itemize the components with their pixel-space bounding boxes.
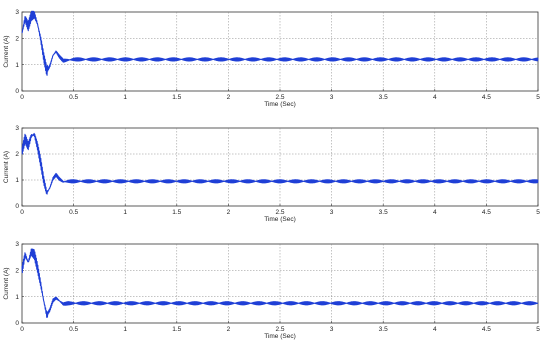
chart-panel-2: 0 0.5 1 1.5 2 2.5 3 3.5 4 4.5 5 0 1 2 3 Time (Sec) Curre… — [3, 125, 540, 223]
x-tick-label: 4 — [433, 326, 437, 333]
chart-panel-3: 0 0.5 1 1.5 2 2.5 3 3.5 4 4.5 5 0 1 2 3 Time (Sec) Curre… — [3, 241, 540, 340]
x-tick-label: 0.5 — [69, 209, 78, 216]
current-series-line — [21, 132, 539, 195]
x-tick-label: 1 — [123, 209, 127, 216]
x-tick-label: 0 — [20, 326, 24, 333]
x-tick-label: 4 — [433, 209, 437, 216]
y-tick-label: 2 — [15, 151, 19, 158]
x-axis-label: Time (Sec) — [264, 216, 296, 223]
y-tick-label: 2 — [15, 36, 19, 43]
x-tick-label: 3.5 — [379, 209, 388, 216]
y-tick-label: 0 — [15, 88, 19, 95]
x-tick-label: 2.5 — [275, 209, 284, 216]
y-tick-label: 3 — [15, 125, 19, 132]
x-axis-label: Time (Sec) — [264, 333, 296, 340]
chart-panel-1: 0 0.5 1 1.5 2 2.5 3 3.5 4 4.5 5 0 1 2 3 Time (Sec) Curre… — [3, 9, 540, 108]
x-tick-label: 4.5 — [482, 326, 491, 333]
y-axis-label: Current (A) — [3, 35, 10, 67]
y-axis-label: Current (A) — [3, 151, 10, 183]
y-tick-label: 0 — [15, 320, 19, 327]
y-tick-label: 3 — [15, 241, 19, 248]
x-tick-label: 2 — [227, 326, 231, 333]
y-tick-label: 0 — [15, 203, 19, 210]
x-tick-label: 5 — [536, 209, 540, 216]
x-tick-label: 3.5 — [379, 94, 388, 101]
y-tick-label: 1 — [15, 62, 19, 69]
current-series-line — [21, 248, 539, 318]
x-axis-label: Time (Sec) — [264, 101, 296, 108]
x-tick-label: 3.5 — [379, 326, 388, 333]
x-tick-label: 4 — [433, 94, 437, 101]
y-tick-label: 3 — [15, 9, 19, 16]
x-tick-label: 5 — [536, 94, 540, 101]
x-tick-label: 2.5 — [275, 94, 284, 101]
x-tick-label: 1 — [123, 94, 127, 101]
x-tick-label: 0 — [20, 209, 24, 216]
y-tick-label: 2 — [15, 268, 19, 275]
x-tick-label: 3 — [330, 209, 334, 216]
y-axis-label: Current (A) — [3, 267, 10, 299]
x-tick-label: 1.5 — [172, 326, 181, 333]
x-tick-label: 0 — [20, 94, 24, 101]
x-tick-label: 2 — [227, 94, 231, 101]
x-tick-label: 2 — [227, 209, 231, 216]
y-tick-label: 1 — [15, 177, 19, 184]
x-tick-label: 0.5 — [69, 326, 78, 333]
x-tick-label: 4.5 — [482, 94, 491, 101]
x-tick-label: 1.5 — [172, 94, 181, 101]
x-tick-label: 1 — [123, 326, 127, 333]
current-series-line — [21, 10, 539, 76]
x-tick-label: 5 — [536, 326, 540, 333]
x-tick-label: 2.5 — [275, 326, 284, 333]
y-tick-label: 1 — [15, 294, 19, 301]
x-tick-label: 0.5 — [69, 94, 78, 101]
x-tick-label: 4.5 — [482, 209, 491, 216]
x-tick-label: 3 — [330, 94, 334, 101]
x-tick-label: 1.5 — [172, 209, 181, 216]
x-tick-label: 3 — [330, 326, 334, 333]
